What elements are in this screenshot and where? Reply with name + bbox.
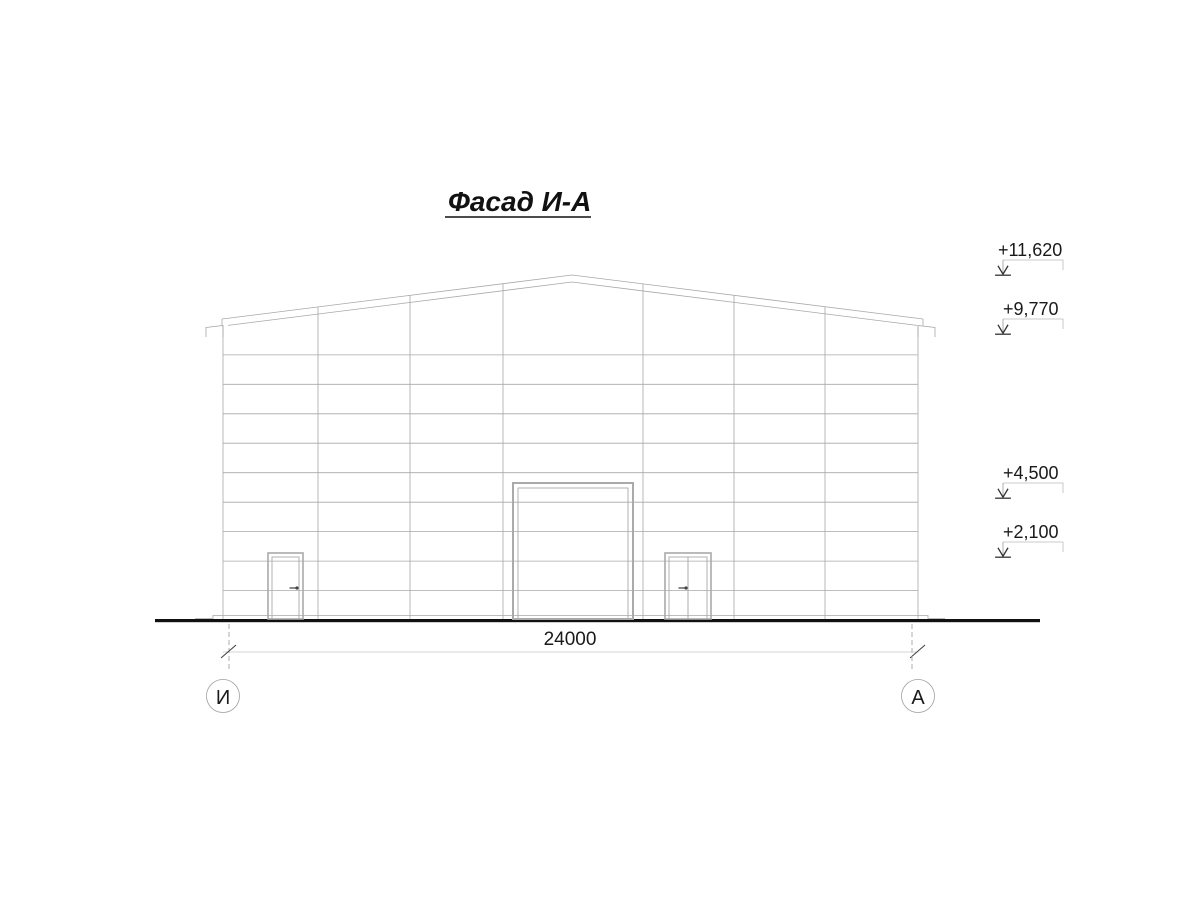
svg-text:Фасад И-А: Фасад И-А bbox=[448, 186, 591, 217]
svg-text:+4,500: +4,500 bbox=[1003, 463, 1059, 483]
svg-text:+9,770: +9,770 bbox=[1003, 299, 1059, 319]
svg-text:+11,620: +11,620 bbox=[998, 240, 1062, 260]
svg-text:A: A bbox=[911, 687, 925, 709]
svg-text:24000: 24000 bbox=[544, 629, 597, 650]
svg-text:+2,100: +2,100 bbox=[1003, 522, 1059, 542]
svg-text:И: И bbox=[216, 687, 230, 709]
